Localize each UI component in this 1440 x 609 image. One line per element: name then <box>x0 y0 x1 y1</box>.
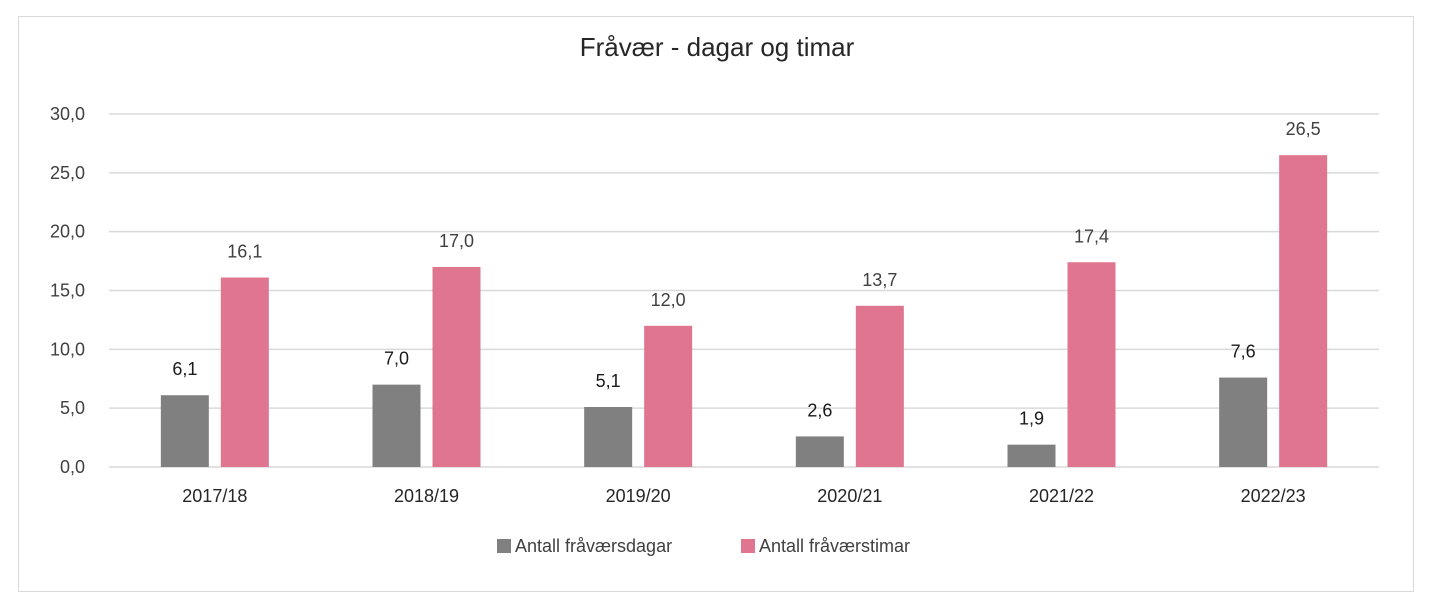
data-label: 17,4 <box>1074 226 1109 246</box>
data-label: 13,7 <box>862 270 897 290</box>
bar-fravaersdagar <box>1007 444 1056 467</box>
y-tick-label: 15,0 <box>50 281 85 301</box>
data-label: 6,1 <box>172 359 197 379</box>
bar-fravaerstimar <box>220 277 269 467</box>
legend-swatch <box>497 539 511 553</box>
data-label: 7,6 <box>1231 342 1256 362</box>
bar-fravaersdagar <box>584 406 633 467</box>
x-axis-category-labels: 2017/18 2018/19 2019/20 2020/21 2021/22 2022/… <box>182 486 1305 506</box>
y-tick-label: 20,0 <box>50 222 85 242</box>
data-label: 2,6 <box>807 400 832 420</box>
bar-fravaerstimar <box>432 266 481 467</box>
bar-fravaerstimar <box>644 325 693 467</box>
data-label: 17,0 <box>439 231 474 251</box>
y-tick-label: 10,0 <box>50 339 85 359</box>
data-label: 7,0 <box>384 349 409 369</box>
data-labels: 6,1 16,1 7,0 17,0 5,1 12,0 2,6 13,7 1,9 17,4 7,6 26… <box>172 119 1320 428</box>
bar-chart: Fråvær - dagar og timar 0,0 5,0 10,0 15,0 20… <box>50 32 1379 556</box>
y-axis-tick-labels: 0,0 5,0 10,0 15,0 20,0 25,0 30,0 <box>50 104 85 477</box>
chart-title: Fråvær - dagar og timar <box>580 32 855 62</box>
legend: Antall fråværsdagar Antall fråværstimar <box>497 536 910 556</box>
bars <box>160 155 1328 467</box>
x-category-label: 2018/19 <box>394 486 459 506</box>
x-category-label: 2021/22 <box>1029 486 1094 506</box>
data-label: 1,9 <box>1019 409 1044 429</box>
y-tick-label: 5,0 <box>60 398 85 418</box>
legend-label: Antall fråværsdagar <box>515 536 672 556</box>
bar-fravaersdagar <box>372 384 421 467</box>
bar-fravaerstimar <box>855 305 904 467</box>
data-label: 12,0 <box>651 290 686 310</box>
bar-fravaerstimar <box>1279 155 1328 467</box>
x-category-label: 2022/23 <box>1241 486 1306 506</box>
y-tick-label: 25,0 <box>50 163 85 183</box>
data-label: 26,5 <box>1286 119 1321 139</box>
y-tick-label: 0,0 <box>60 457 85 477</box>
bar-fravaersdagar <box>1219 377 1268 467</box>
y-tick-label: 30,0 <box>50 104 85 124</box>
data-label: 16,1 <box>227 242 262 262</box>
legend-label: Antall fråværstimar <box>759 536 910 556</box>
x-category-label: 2019/20 <box>606 486 671 506</box>
chart-container: Fråvær - dagar og timar 0,0 5,0 10,0 15,0 20… <box>18 16 1414 592</box>
legend-swatch <box>741 539 755 553</box>
bar-fravaersdagar <box>795 436 844 467</box>
gridlines <box>109 113 1379 468</box>
bar-fravaerstimar <box>1067 262 1116 467</box>
x-category-label: 2017/18 <box>182 486 247 506</box>
data-label: 5,1 <box>596 371 621 391</box>
x-category-label: 2020/21 <box>817 486 882 506</box>
bar-fravaersdagar <box>160 395 209 467</box>
